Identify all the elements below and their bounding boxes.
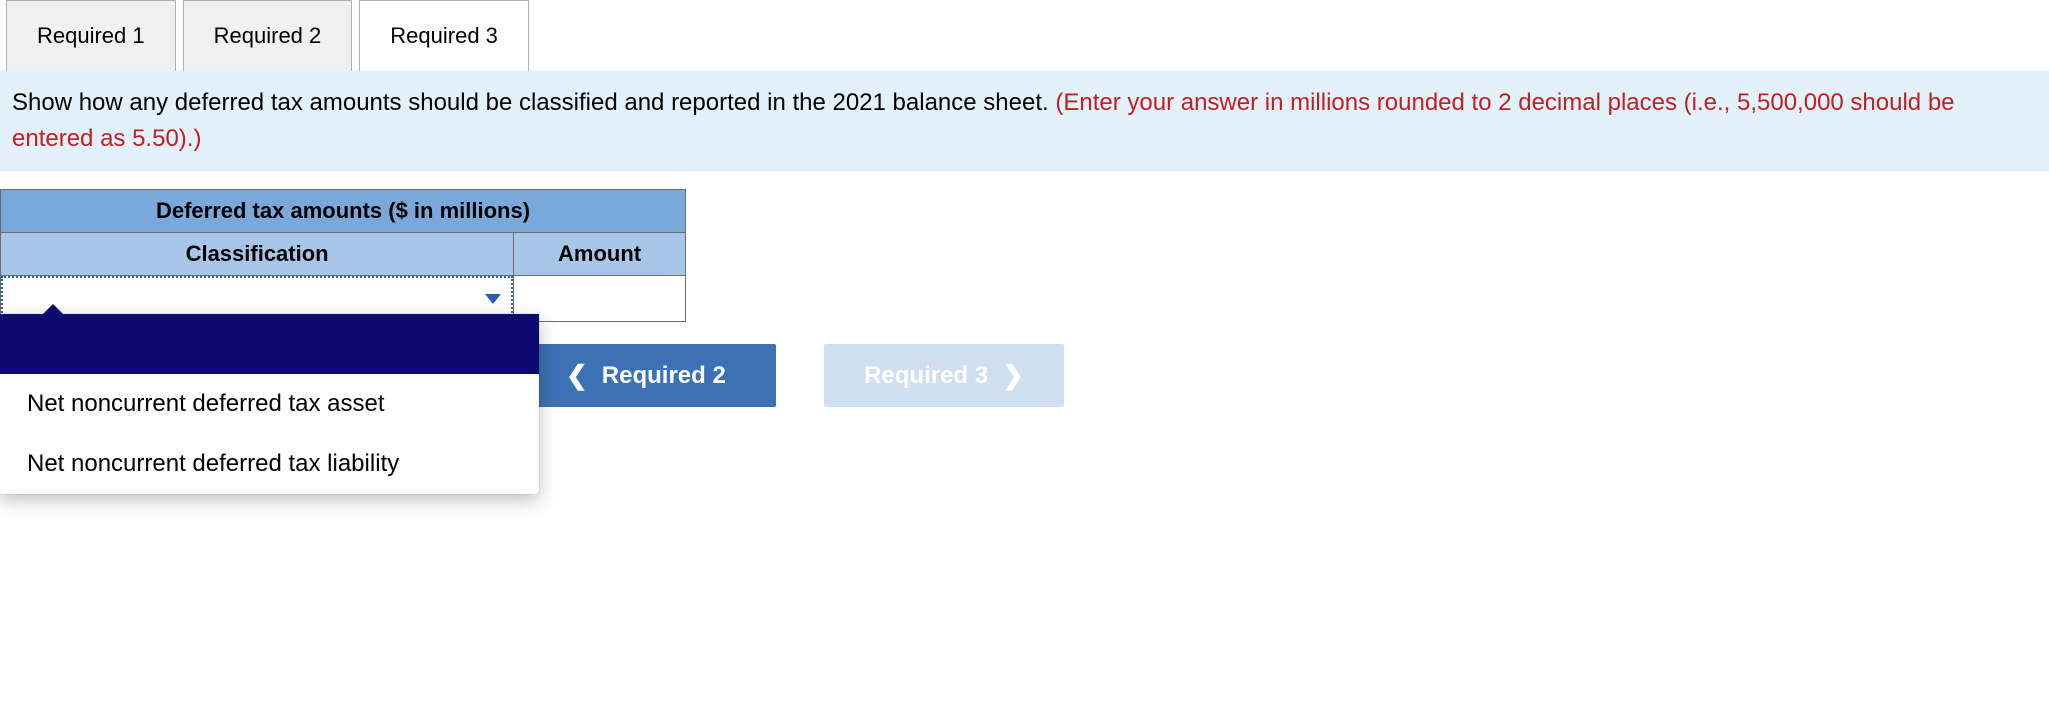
tab-required-2[interactable]: Required 2	[183, 0, 353, 71]
tab-label: Required 2	[214, 23, 322, 48]
tab-label: Required 1	[37, 23, 145, 48]
instruction-text: Show how any deferred tax amounts should…	[12, 89, 1055, 116]
dropdown-option-label: Net noncurrent deferred tax liability	[27, 450, 399, 477]
classification-cell[interactable]: Net noncurrent deferred tax asset Net no…	[1, 276, 514, 322]
chevron-left-icon: ❮	[566, 360, 588, 391]
dropdown-option-liability[interactable]: Net noncurrent deferred tax liability	[0, 434, 539, 494]
amount-input[interactable]	[514, 276, 685, 321]
next-button-label: Required 3	[864, 362, 988, 390]
prev-button-label: Required 2	[602, 362, 726, 390]
dropdown-option-label: Net noncurrent deferred tax asset	[27, 390, 385, 417]
instruction-panel: Show how any deferred tax amounts should…	[0, 71, 2049, 171]
amount-cell[interactable]	[514, 276, 686, 322]
column-header-classification: Classification	[1, 233, 514, 276]
step-nav: ❮ Required 2 Required 3 ❯	[536, 344, 2049, 407]
deferred-tax-table: Deferred tax amounts ($ in millions) Cla…	[0, 189, 686, 322]
column-header-amount: Amount	[514, 233, 686, 276]
tab-required-1[interactable]: Required 1	[6, 0, 176, 71]
tab-required-3[interactable]: Required 3	[359, 0, 529, 71]
content-area: Deferred tax amounts ($ in millions) Cla…	[0, 189, 2049, 407]
tab-label: Required 3	[390, 23, 498, 48]
dropdown-option-asset[interactable]: Net noncurrent deferred tax asset	[0, 374, 539, 434]
prev-button[interactable]: ❮ Required 2	[536, 344, 776, 407]
next-button[interactable]: Required 3 ❯	[824, 344, 1064, 407]
classification-dropdown: Net noncurrent deferred tax asset Net no…	[0, 314, 539, 494]
chevron-down-icon	[485, 294, 501, 304]
tab-bar: Required 1 Required 2 Required 3	[0, 0, 2049, 71]
chevron-right-icon: ❯	[1002, 360, 1024, 391]
table-title: Deferred tax amounts ($ in millions)	[1, 190, 686, 233]
dropdown-option-blank[interactable]	[0, 314, 539, 374]
